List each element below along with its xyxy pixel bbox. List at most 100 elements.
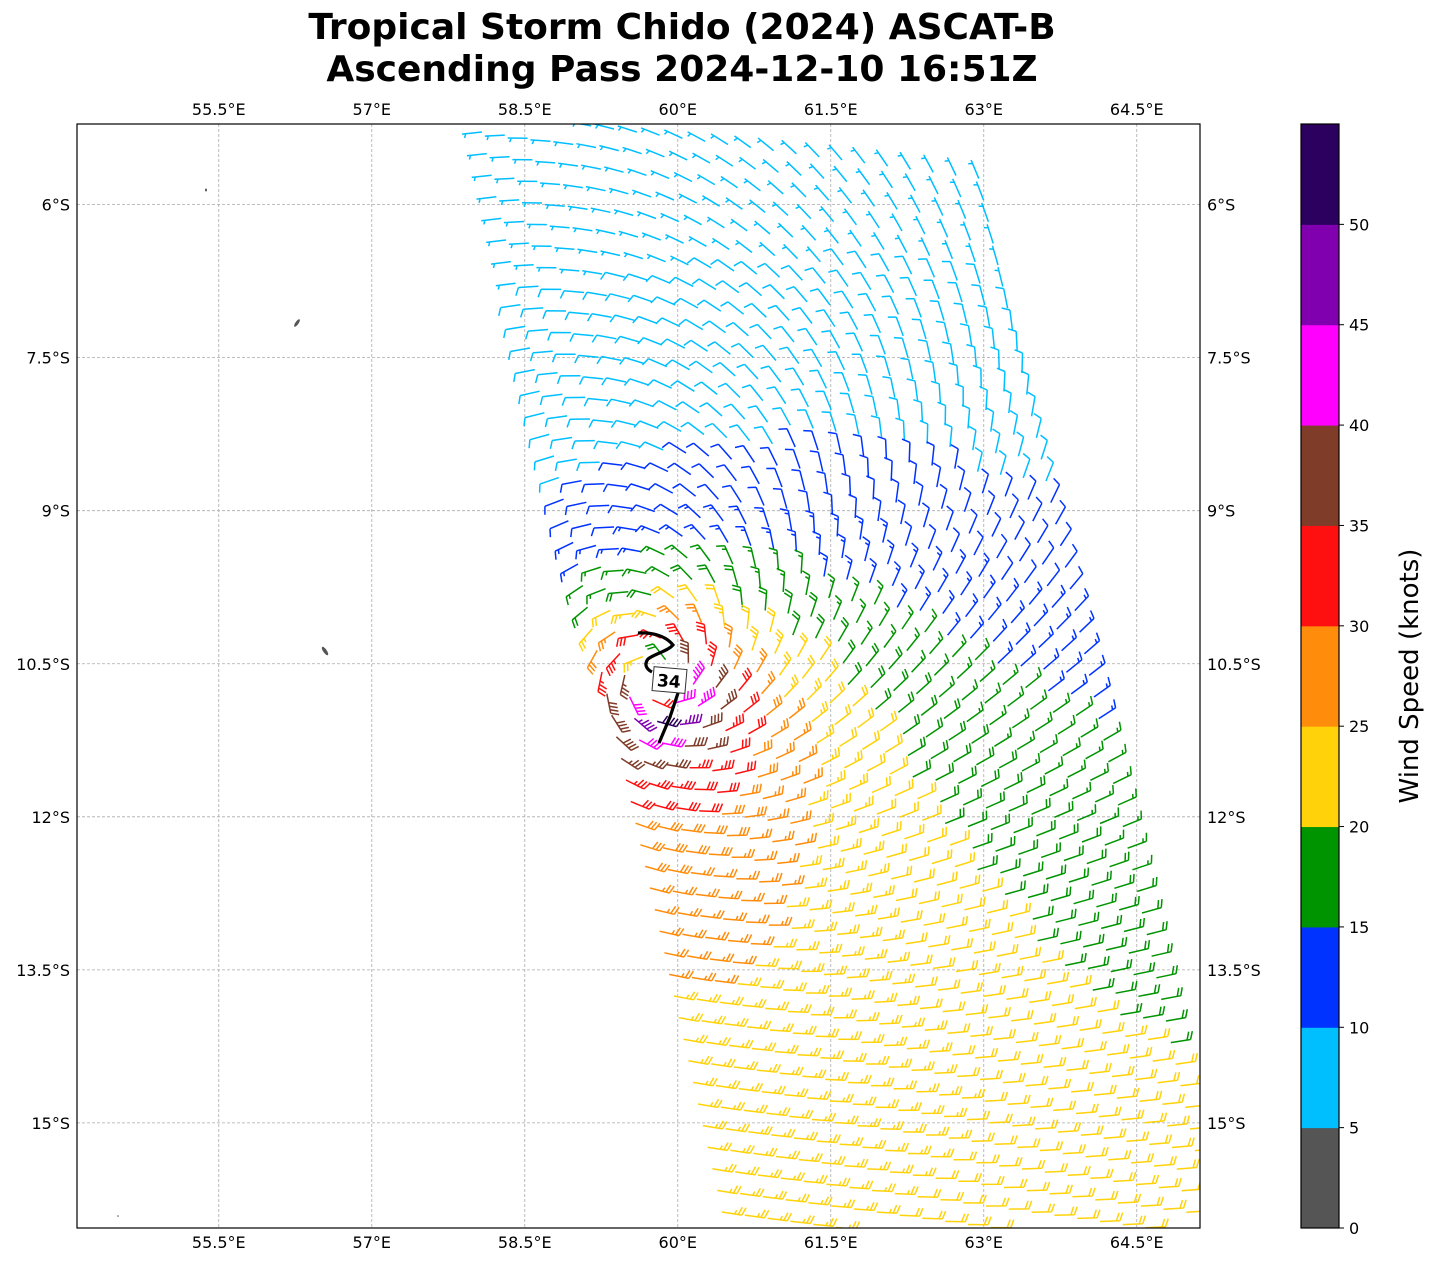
wind-barb <box>1093 1084 1117 1096</box>
wind-barb <box>634 525 660 534</box>
wind-barb <box>911 318 927 340</box>
wind-barb <box>935 320 950 343</box>
wind-barb <box>597 631 616 652</box>
wind-barb <box>1186 1210 1200 1214</box>
wind-barb <box>739 783 763 797</box>
wind-barb <box>685 603 703 623</box>
lat-tick-label-left: 15°S <box>31 1114 70 1133</box>
wind-barb <box>995 835 1016 852</box>
wind-barb <box>614 335 640 344</box>
wind-barb <box>935 1170 960 1180</box>
wind-barb <box>879 710 898 732</box>
wind-barb <box>998 449 1007 476</box>
wind-barb <box>774 628 784 654</box>
wind-barb <box>1107 1043 1130 1056</box>
lon-tick-label-top: 64.5°E <box>1110 100 1164 119</box>
wind-barb <box>970 1026 994 1038</box>
wind-barb <box>880 1121 905 1130</box>
wind-barb <box>857 707 875 729</box>
wind-barb <box>779 508 793 531</box>
wind-barb <box>1167 1115 1191 1127</box>
wind-barb <box>566 418 591 428</box>
wind-barb <box>731 848 756 858</box>
wind-barb <box>697 686 716 707</box>
lon-tick-label-bottom: 58.5°E <box>498 1233 552 1252</box>
wind-barb <box>897 691 915 713</box>
wind-barb <box>1055 908 1077 923</box>
wind-barb <box>747 1020 772 1030</box>
wind-barb <box>748 199 766 213</box>
wind-barb <box>1040 842 1062 859</box>
wind-barb <box>757 762 779 778</box>
wind-barb <box>1049 778 1069 797</box>
wind-barb <box>767 304 790 321</box>
wind-barb <box>852 684 869 707</box>
wind-barb <box>983 984 1007 997</box>
wind-barb <box>664 948 690 958</box>
wind-barb <box>784 448 801 469</box>
wind-barb <box>1038 625 1054 649</box>
wind-barb <box>1090 1168 1114 1180</box>
wind-barb <box>1113 1171 1137 1183</box>
colorbar-tick-label: 40 <box>1349 416 1369 435</box>
wind-barb <box>805 984 830 994</box>
wind-barb <box>873 579 884 605</box>
lat-tick-label-right: 6°S <box>1207 196 1235 215</box>
contour-label: 34 <box>656 671 681 693</box>
wind-barb <box>691 278 717 291</box>
wind-barb <box>947 611 961 636</box>
wind-barb <box>594 124 615 130</box>
wind-barb <box>821 1155 846 1165</box>
wind-barb <box>897 499 906 525</box>
wind-barb <box>1034 711 1053 732</box>
wind-barb <box>837 533 846 559</box>
wind-barb <box>650 585 675 599</box>
wind-barb <box>941 239 954 260</box>
wind-barb <box>797 1047 822 1057</box>
wind-barb <box>540 182 561 188</box>
wind-barb <box>683 339 709 352</box>
wind-barb <box>715 464 737 482</box>
wind-barb <box>1140 1196 1165 1207</box>
wind-barb <box>1010 600 1026 624</box>
wind-barb <box>590 207 611 214</box>
wind-barb <box>889 1164 914 1174</box>
wind-barb <box>721 1206 747 1216</box>
wind-barb <box>1033 1012 1057 1025</box>
wind-barb <box>756 1063 782 1073</box>
wind-barb <box>702 504 724 522</box>
wind-barb <box>519 307 544 318</box>
wind-barb <box>924 359 937 383</box>
wind-barb <box>783 982 808 992</box>
wind-barb <box>971 723 990 744</box>
wind-barb <box>826 769 846 787</box>
wind-barb <box>887 316 904 337</box>
wind-barb <box>641 358 668 368</box>
wind-barb <box>668 150 688 161</box>
wind-barb <box>900 357 914 380</box>
wind-barb <box>785 787 807 803</box>
wind-barb <box>790 388 810 408</box>
wind-barb <box>751 1042 777 1052</box>
wind-barb <box>1028 581 1043 605</box>
wind-barb <box>1069 565 1084 590</box>
wind-barb <box>869 970 893 982</box>
wind-barb <box>736 870 761 880</box>
wind-barb <box>1050 477 1061 503</box>
lat-tick-label-right: 10.5°S <box>1207 655 1261 674</box>
colorbar-tick-label: 30 <box>1349 617 1369 636</box>
wind-barb <box>1003 1178 1028 1189</box>
wind-barb <box>549 225 570 231</box>
wind-barb <box>646 379 672 389</box>
wind-barb <box>886 843 908 859</box>
wind-barb <box>845 860 868 874</box>
wind-barb <box>1161 987 1183 1001</box>
wind-barb <box>955 959 979 973</box>
wind-barb <box>827 144 843 161</box>
wind-barb <box>1009 902 1032 917</box>
wind-barb <box>785 1193 811 1203</box>
wind-barb <box>811 1112 837 1122</box>
wind-barb <box>965 263 981 284</box>
wind-barb <box>1036 819 1056 837</box>
wind-barb <box>994 727 1013 747</box>
